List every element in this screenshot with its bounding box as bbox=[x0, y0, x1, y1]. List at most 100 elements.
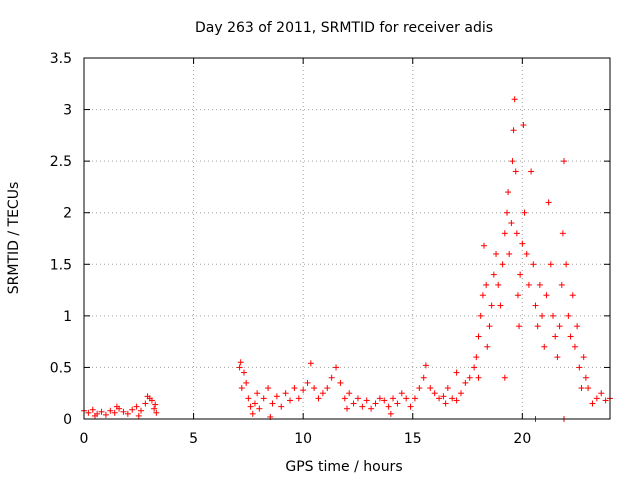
data-point bbox=[113, 403, 120, 410]
data-point bbox=[534, 323, 541, 330]
data-point bbox=[519, 240, 526, 247]
data-point bbox=[368, 405, 375, 412]
data-point bbox=[493, 250, 500, 257]
data-point bbox=[547, 261, 554, 268]
data-point bbox=[559, 230, 566, 237]
data-point bbox=[552, 333, 559, 340]
data-point bbox=[398, 390, 405, 397]
data-point bbox=[311, 385, 318, 392]
data-point bbox=[444, 385, 451, 392]
data-point bbox=[247, 403, 254, 410]
data-point bbox=[488, 302, 495, 309]
data-point bbox=[560, 158, 567, 165]
x-tick-label: 5 bbox=[189, 431, 198, 447]
data-point bbox=[240, 369, 247, 376]
data-point bbox=[102, 411, 109, 418]
data-point bbox=[514, 292, 521, 299]
data-point bbox=[363, 397, 370, 404]
data-point bbox=[91, 412, 98, 419]
data-point bbox=[484, 343, 491, 350]
data-point bbox=[341, 395, 348, 402]
y-tick-label: 3.5 bbox=[50, 51, 72, 67]
data-point bbox=[602, 397, 609, 404]
data-point bbox=[580, 354, 587, 361]
data-point bbox=[523, 250, 530, 257]
x-tick-label: 10 bbox=[294, 431, 312, 447]
data-point bbox=[571, 343, 578, 350]
data-point bbox=[453, 397, 460, 404]
data-point bbox=[565, 312, 572, 319]
data-point bbox=[245, 395, 252, 402]
y-tick-label: 0.5 bbox=[50, 360, 72, 376]
data-point bbox=[236, 364, 243, 371]
data-point bbox=[490, 271, 497, 278]
data-point bbox=[471, 364, 478, 371]
data-point bbox=[137, 407, 144, 414]
data-point bbox=[333, 364, 340, 371]
data-point bbox=[511, 96, 518, 103]
data-point bbox=[585, 385, 592, 392]
data-point bbox=[144, 393, 151, 400]
data-point bbox=[457, 390, 464, 397]
data-point bbox=[525, 281, 532, 288]
data-point bbox=[319, 390, 326, 397]
data-point bbox=[148, 397, 155, 404]
data-point bbox=[251, 400, 258, 407]
data-point bbox=[89, 406, 96, 413]
y-axis-label: SRMTID / TECUs bbox=[6, 182, 22, 295]
data-point bbox=[475, 374, 482, 381]
y-tick-labels: 0 0.5 1 1.5 2 2.5 3 3.5 bbox=[50, 51, 72, 428]
data-point bbox=[307, 360, 314, 367]
x-tick-label: 15 bbox=[404, 431, 422, 447]
data-point bbox=[107, 407, 114, 414]
data-point bbox=[354, 395, 361, 402]
data-point bbox=[436, 395, 443, 402]
data-point bbox=[243, 379, 250, 386]
data-point bbox=[499, 261, 506, 268]
data-point bbox=[512, 168, 519, 175]
data-point bbox=[440, 393, 447, 400]
data-point bbox=[567, 333, 574, 340]
data-point bbox=[541, 343, 548, 350]
data-point bbox=[372, 400, 379, 407]
data-point bbox=[385, 403, 392, 410]
data-point bbox=[563, 261, 570, 268]
data-point bbox=[300, 387, 307, 394]
data-point bbox=[598, 390, 605, 397]
data-point bbox=[287, 397, 294, 404]
data-point bbox=[249, 410, 256, 417]
data-point bbox=[486, 323, 493, 330]
data-point bbox=[256, 405, 263, 412]
data-point bbox=[152, 401, 159, 408]
data-point bbox=[513, 230, 520, 237]
data-point bbox=[153, 409, 160, 416]
data-point bbox=[403, 395, 410, 402]
data-point bbox=[582, 374, 589, 381]
data-point bbox=[387, 410, 394, 417]
y-tick-label: 2 bbox=[63, 206, 72, 222]
data-point bbox=[376, 395, 383, 402]
data-point bbox=[574, 323, 581, 330]
data-point bbox=[466, 374, 473, 381]
y-tick-label: 0 bbox=[63, 412, 72, 428]
data-point bbox=[151, 405, 158, 412]
data-point bbox=[543, 292, 550, 299]
data-point bbox=[260, 395, 267, 402]
data-point bbox=[304, 379, 311, 386]
data-point bbox=[545, 199, 552, 206]
data-point bbox=[273, 393, 280, 400]
data-point bbox=[503, 209, 510, 216]
data-point bbox=[422, 362, 429, 369]
data-point bbox=[569, 292, 576, 299]
data-point bbox=[453, 369, 460, 376]
data-point bbox=[265, 385, 272, 392]
data-point bbox=[479, 292, 486, 299]
data-point bbox=[427, 385, 434, 392]
chart-title: Day 263 of 2011, SRMTID for receiver adi… bbox=[195, 20, 493, 36]
data-point bbox=[394, 400, 401, 407]
data-point bbox=[521, 209, 528, 216]
data-point bbox=[359, 403, 366, 410]
data-point bbox=[508, 220, 515, 227]
data-point bbox=[593, 395, 600, 402]
